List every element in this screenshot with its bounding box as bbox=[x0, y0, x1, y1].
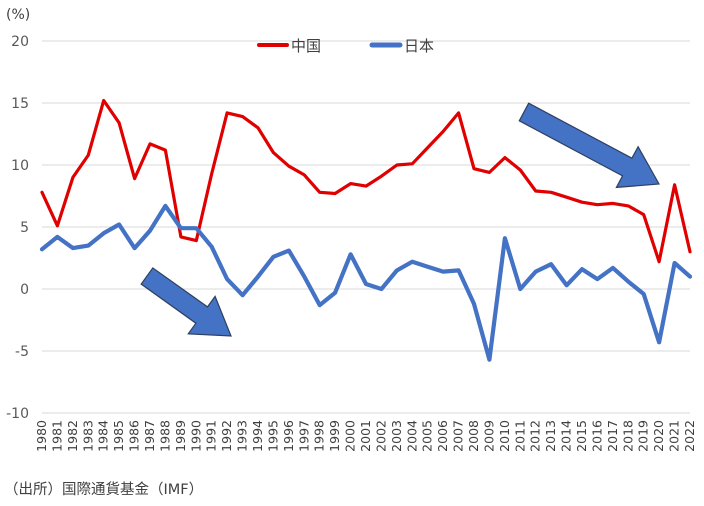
series-line-china bbox=[40, 98, 692, 264]
x-tick-label: 2009 bbox=[481, 420, 496, 452]
x-tick-label: 1987 bbox=[142, 420, 157, 452]
y-tick-label: 10 bbox=[11, 158, 29, 174]
trend-arrow-china bbox=[518, 102, 660, 189]
x-tick-label: 2002 bbox=[373, 420, 388, 452]
x-tick-label: 2013 bbox=[543, 420, 558, 452]
legend-label-japan: 日本 bbox=[404, 37, 434, 55]
y-tick-label: 20 bbox=[11, 34, 29, 50]
x-tick-label: 2000 bbox=[343, 420, 358, 452]
x-tick-label: 1983 bbox=[80, 420, 95, 452]
series-lines bbox=[39, 98, 693, 362]
x-tick-label: 2016 bbox=[589, 420, 604, 452]
x-tick-label: 2011 bbox=[512, 420, 527, 452]
x-tick-label: 2001 bbox=[358, 420, 373, 452]
y-tick-label: 5 bbox=[20, 220, 29, 236]
x-tick-label: 1996 bbox=[281, 420, 296, 452]
x-tick-label: 2021 bbox=[667, 420, 682, 452]
x-tick-label: 1995 bbox=[265, 420, 280, 452]
x-tick-label: 1997 bbox=[296, 420, 311, 452]
y-tick-label: 15 bbox=[11, 96, 29, 112]
x-tick-label: 2018 bbox=[620, 420, 635, 452]
x-tick-label: 2019 bbox=[636, 420, 651, 452]
trend-arrow-japan bbox=[140, 267, 232, 337]
x-tick-label: 2003 bbox=[389, 420, 404, 452]
x-tick-label: 1993 bbox=[235, 420, 250, 452]
legend: 中国 日本 bbox=[257, 37, 434, 55]
x-tick-label: 1989 bbox=[173, 420, 188, 452]
x-tick-label: 1981 bbox=[49, 420, 64, 452]
x-tick-label: 2007 bbox=[451, 420, 466, 452]
x-tick-label: 2005 bbox=[420, 420, 435, 452]
source-note: （出所）国際通貨基金（IMF） bbox=[4, 482, 204, 498]
x-axis-ticks: 1980 1981 1982 1983 1984 1985 1986 1987 1988 1989… bbox=[34, 420, 697, 452]
y-axis-unit-label: (%) bbox=[6, 7, 30, 23]
x-tick-label: 2014 bbox=[559, 420, 574, 452]
x-tick-label: 1999 bbox=[327, 420, 342, 452]
y-axis-ticks: 20 15 10 5 0 -5 -10 bbox=[6, 34, 29, 422]
x-tick-label: 2022 bbox=[682, 420, 697, 452]
x-tick-label: 2015 bbox=[574, 420, 589, 452]
x-tick-label: 1982 bbox=[65, 420, 80, 452]
x-tick-label: 1991 bbox=[204, 420, 219, 452]
x-tick-label: 2006 bbox=[435, 420, 450, 452]
x-tick-label: 1984 bbox=[96, 420, 111, 452]
x-tick-label: 1985 bbox=[111, 420, 126, 452]
x-tick-label: 2010 bbox=[497, 420, 512, 452]
x-tick-label: 2020 bbox=[651, 420, 666, 452]
x-tick-label: 2004 bbox=[404, 420, 419, 452]
y-tick-label: 0 bbox=[20, 282, 29, 298]
trend-arrows bbox=[140, 102, 660, 337]
y-tick-label: -5 bbox=[15, 344, 29, 360]
x-tick-label: 1988 bbox=[157, 420, 172, 452]
legend-label-china: 中国 bbox=[291, 37, 321, 55]
x-tick-label: 1986 bbox=[127, 420, 142, 452]
series-line-japan bbox=[39, 203, 693, 362]
x-tick-label: 1990 bbox=[188, 420, 203, 452]
x-tick-label: 1992 bbox=[219, 420, 234, 452]
x-tick-label: 1998 bbox=[312, 420, 327, 452]
x-tick-label: 1994 bbox=[250, 420, 265, 452]
x-tick-label: 1980 bbox=[34, 420, 49, 452]
y-tick-label: -10 bbox=[6, 406, 29, 422]
x-tick-label: 2017 bbox=[605, 420, 620, 452]
x-tick-label: 2012 bbox=[528, 420, 543, 452]
gridlines bbox=[42, 40, 690, 414]
x-tick-label: 2008 bbox=[466, 420, 481, 452]
